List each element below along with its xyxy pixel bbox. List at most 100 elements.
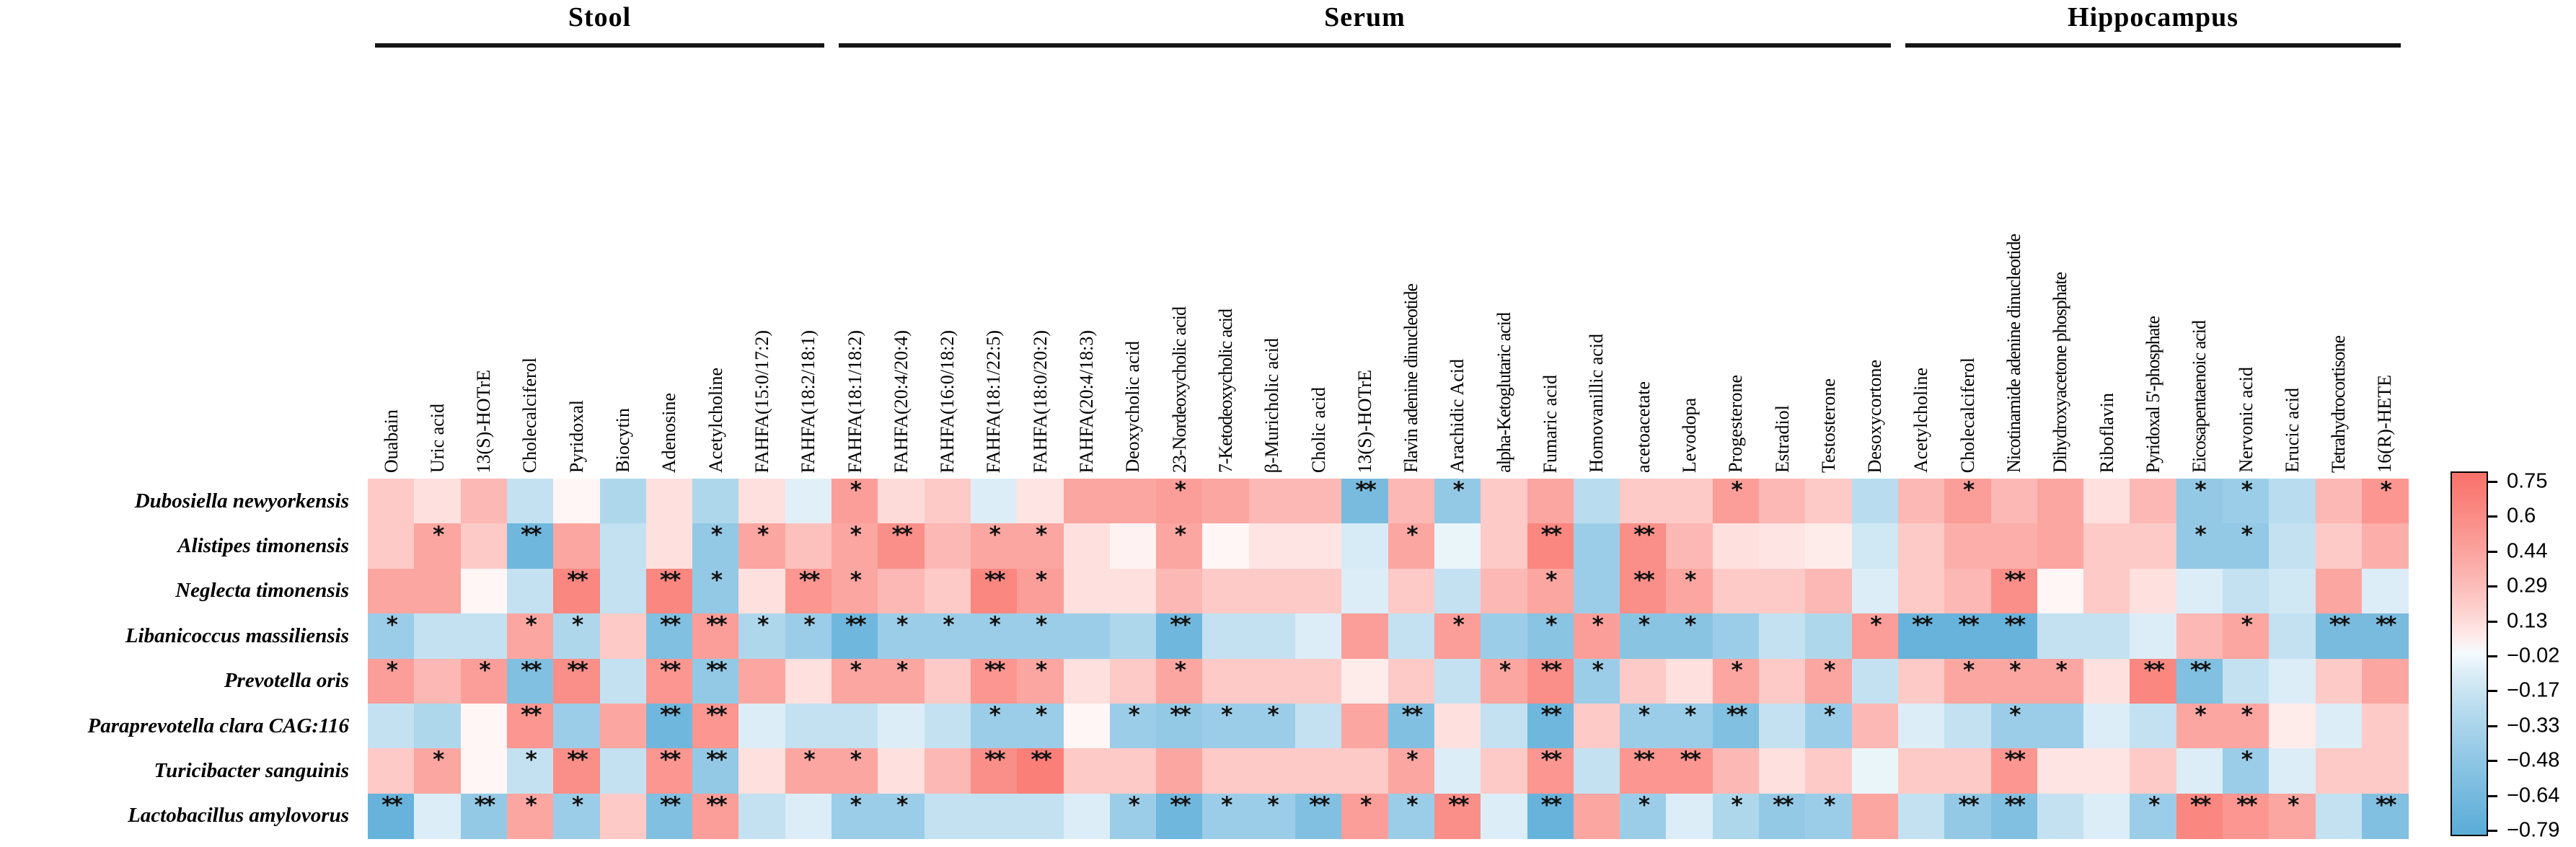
- significance-marker: *: [1406, 522, 1418, 549]
- legend-tick: [2488, 655, 2497, 657]
- significance-marker: *: [803, 747, 815, 773]
- heatmap-cell: *: [785, 748, 832, 794]
- heatmap-cell: *: [970, 704, 1018, 749]
- legend-tick: [2488, 724, 2497, 727]
- heatmap-cell: [1109, 613, 1157, 660]
- column-label-wrap: Biocytin: [600, 63, 646, 473]
- heatmap-cell: **: [1759, 793, 1806, 839]
- significance-marker: *: [850, 522, 862, 549]
- heatmap-cell: [2176, 613, 2223, 660]
- significance-marker: **: [1633, 747, 1654, 773]
- heatmap-cell: **: [645, 704, 693, 749]
- heatmap-cell: [368, 748, 415, 794]
- heatmap-cell: *: [878, 613, 925, 660]
- column-label: alpha-Ketoglutaric acid: [1493, 313, 1514, 473]
- column-label-wrap: FAHFA(18:1/22:5): [971, 63, 1017, 473]
- column-label-wrap: 13(S)-HOTrE: [1341, 63, 1388, 474]
- heatmap-cell: *: [506, 793, 554, 839]
- heatmap-cell: *: [506, 747, 554, 794]
- heatmap-cell: *: [832, 658, 878, 704]
- heatmap-cell: [1573, 793, 1620, 839]
- heatmap-cell: **: [1388, 704, 1435, 749]
- heatmap-cell: **: [1527, 704, 1574, 749]
- row-label: Prevotella oris: [224, 669, 349, 693]
- significance-marker: *: [757, 612, 769, 639]
- heatmap-cell: [1017, 479, 1064, 524]
- heatmap-cell: [878, 748, 925, 794]
- heatmap-cell: *: [1620, 613, 1667, 660]
- heatmap-cell: *: [1990, 704, 2038, 749]
- significance-marker: **: [1540, 522, 1562, 549]
- significance-marker: *: [1685, 702, 1696, 728]
- heatmap-cell: **: [645, 793, 693, 839]
- significance-marker: *: [1267, 702, 1279, 728]
- heatmap-cell: [1295, 704, 1342, 749]
- significance-marker: *: [710, 522, 723, 549]
- significance-marker: **: [659, 657, 681, 683]
- significance-marker: **: [1355, 477, 1376, 503]
- significance-marker: *: [1174, 657, 1186, 683]
- heatmap-cell: [1063, 568, 1111, 614]
- heatmap-cell: *: [1851, 613, 1899, 660]
- heatmap-cell: [692, 479, 739, 524]
- row-label: Paraprevotella clara CAG:116: [87, 714, 349, 737]
- heatmap-cell: [2361, 704, 2409, 749]
- significance-marker: *: [1499, 657, 1511, 683]
- column-label-wrap: Nervonic acid: [2223, 63, 2269, 473]
- significance-marker: **: [1633, 522, 1654, 549]
- heatmap-cell: [1620, 658, 1667, 704]
- significance-marker: **: [706, 657, 727, 683]
- heatmap-cell: [785, 479, 832, 524]
- significance-marker: *: [525, 747, 537, 773]
- column-label: FAHFA(20:4/18:3): [1076, 329, 1097, 473]
- heatmap-cell: [2223, 658, 2270, 704]
- heatmap-cell: [1944, 523, 1991, 569]
- heatmap-cell: **: [460, 793, 508, 839]
- heatmap-cell: *: [878, 658, 925, 704]
- column-label: FAHFA(15:0/17:2): [751, 329, 772, 473]
- heatmap-cell: *: [1017, 704, 1064, 749]
- significance-marker: **: [381, 791, 402, 818]
- significance-marker: **: [659, 747, 681, 773]
- heatmap-cell: [599, 748, 647, 794]
- significance-marker: *: [1128, 702, 1140, 728]
- heatmap-cell: **: [1666, 748, 1713, 794]
- heatmap-cell: [1481, 613, 1527, 660]
- column-label: Homovanillic acid: [1586, 334, 1607, 473]
- heatmap-cell: [970, 479, 1018, 524]
- column-label-wrap: Cholecalciferol: [1944, 63, 1990, 473]
- heatmap-cell: *: [1666, 613, 1713, 660]
- column-label: Erucic acid: [2281, 388, 2303, 473]
- heatmap-cell: *: [2037, 657, 2084, 704]
- heatmap-cell: [1805, 748, 1853, 794]
- significance-marker: *: [2380, 477, 2392, 503]
- heatmap-cell: **: [2361, 793, 2409, 839]
- heatmap-cell: [414, 704, 462, 749]
- row-label: Alistipes timonensis: [177, 534, 349, 558]
- column-label: Nervonic acid: [2235, 367, 2257, 473]
- legend-tick: [2488, 481, 2497, 483]
- heatmap-cell: [1109, 568, 1157, 614]
- heatmap-cell: [738, 704, 786, 749]
- significance-marker: *: [2055, 657, 2068, 683]
- heatmap-cell: [414, 479, 462, 524]
- significance-marker: *: [1406, 791, 1418, 818]
- column-label-wrap: Progesterone: [1713, 63, 1759, 473]
- heatmap-cell: [2315, 658, 2363, 704]
- heatmap-cell: **: [506, 658, 554, 704]
- column-label: 13(S)-HOTrE: [1354, 369, 1375, 474]
- column-label-wrap: FAHFA(18:0/20:2): [1017, 63, 1063, 473]
- column-label: Riboflavin: [2096, 392, 2117, 473]
- heatmap-cell: *: [924, 613, 971, 660]
- column-label-wrap: Cholecalciferol: [507, 63, 553, 473]
- column-label-wrap: Riboflavin: [2083, 63, 2130, 473]
- heatmap-cell: [1851, 748, 1899, 794]
- heatmap-cell: [1156, 568, 1203, 614]
- significance-marker: *: [1221, 791, 1232, 818]
- column-label: Flavin adenine dinucleotide: [1401, 284, 1422, 473]
- heatmap-cell: **: [1156, 793, 1203, 839]
- significance-marker: *: [1824, 702, 1835, 728]
- heatmap-cell: [1759, 704, 1806, 749]
- heatmap-cell: [1759, 748, 1806, 794]
- column-label: Arachidic Acid: [1447, 358, 1468, 473]
